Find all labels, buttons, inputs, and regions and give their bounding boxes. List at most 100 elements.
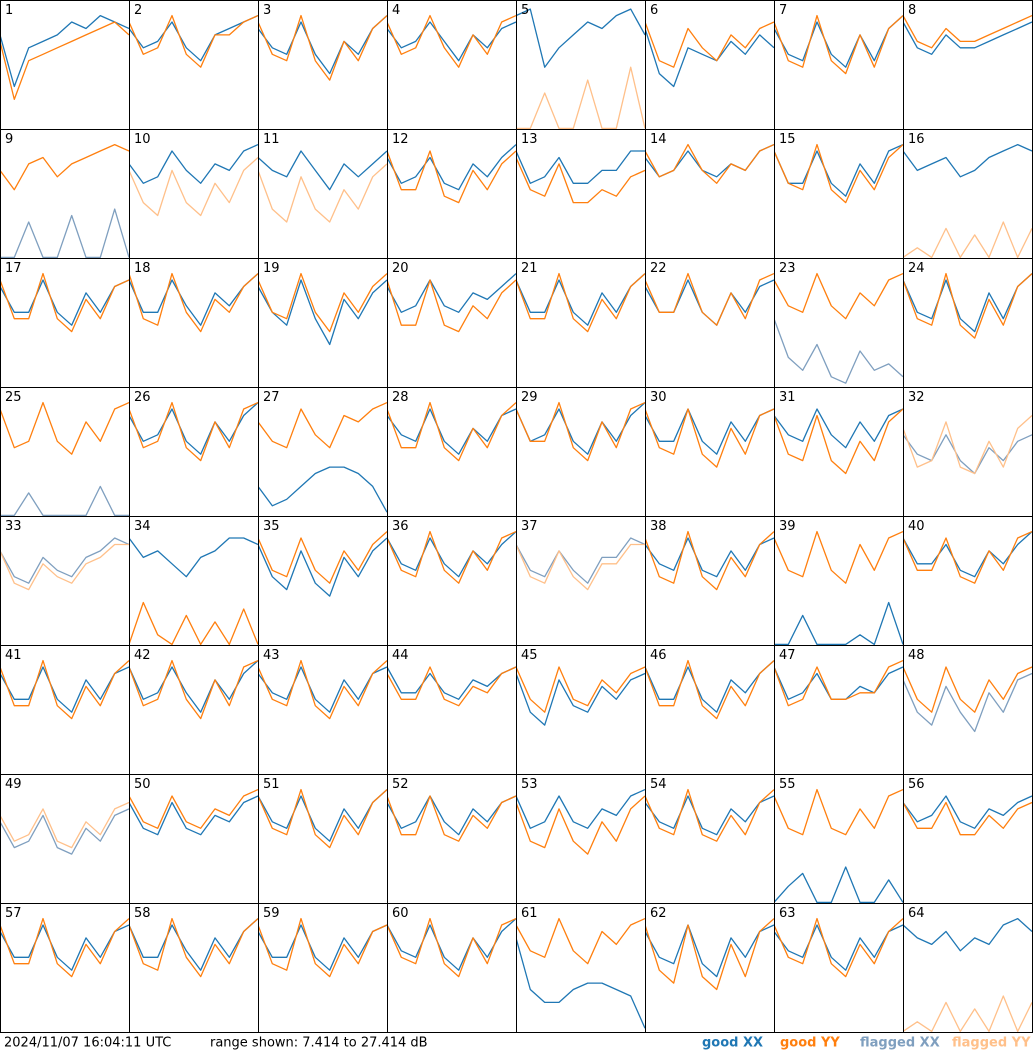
spectrum-line	[0, 21, 129, 101]
spectrum-line	[774, 143, 903, 204]
spectrum-line	[387, 279, 516, 333]
spectrum-line	[129, 157, 258, 217]
panel-number: 27	[263, 390, 280, 405]
panel-number: 2	[134, 3, 142, 18]
panel-number: 44	[392, 648, 409, 663]
spectrum-line	[258, 272, 387, 333]
panel-border	[129, 516, 259, 646]
panel-border	[903, 129, 1033, 259]
spectrum-line	[0, 14, 129, 88]
panel-number: 28	[392, 390, 409, 405]
panel-border	[774, 387, 904, 517]
spectrum-line	[645, 272, 774, 326]
spectrum-line	[516, 795, 645, 855]
panel-border	[516, 645, 646, 775]
panel-border	[0, 387, 130, 517]
spectrum-line	[0, 401, 129, 455]
spectrum-line	[129, 15, 258, 62]
spectrum-line	[645, 144, 774, 178]
panel-number: 52	[392, 777, 409, 792]
spectrum-line	[645, 408, 774, 455]
panel-border	[0, 645, 130, 775]
panel-number: 56	[908, 777, 925, 792]
legend-entry: good XX	[702, 1036, 763, 1051]
panel-number: 10	[134, 132, 151, 147]
panel-number: 64	[908, 906, 925, 921]
spectrum-line	[516, 917, 645, 965]
panel-number: 22	[650, 261, 667, 276]
panel-number: 8	[908, 3, 916, 18]
spectrum-line	[903, 801, 1032, 836]
panel-number: 16	[908, 132, 925, 147]
panel-number: 17	[5, 261, 22, 276]
panel-border	[774, 129, 904, 259]
spectrum-line	[774, 788, 903, 836]
panel-border	[258, 903, 388, 1033]
spectrum-line	[516, 937, 645, 1029]
panel-number: 31	[779, 390, 796, 405]
spectrum-line	[516, 789, 645, 829]
spectrum-line	[774, 660, 903, 707]
panel-border	[0, 516, 130, 646]
panel-number: 53	[521, 777, 538, 792]
panel-border	[129, 387, 259, 517]
spectrum-line	[0, 659, 129, 720]
spectrum-line	[774, 666, 903, 700]
spectrum-line	[903, 273, 1032, 333]
panel-number: 39	[779, 519, 796, 534]
spectrum-line	[387, 795, 516, 842]
spectrum-line	[903, 143, 1032, 178]
panel-number: 59	[263, 906, 280, 921]
spectrum-line	[258, 537, 387, 597]
panel-border	[903, 387, 1033, 517]
spectrum-line	[774, 924, 903, 971]
spectrum-line	[129, 273, 258, 326]
spectrum-line	[387, 531, 516, 578]
spectrum-line	[903, 415, 1032, 475]
panel-border	[258, 645, 388, 775]
spectrum-line	[516, 401, 645, 462]
legend-entry: flagged XX	[860, 1036, 940, 1051]
spectrum-line	[774, 408, 903, 475]
panel-number: 6	[650, 3, 658, 18]
spectrum-line	[0, 537, 129, 584]
spectrum-line	[903, 666, 1032, 713]
panel-border	[258, 387, 388, 517]
spectrum-line	[645, 660, 774, 713]
spectrum-line	[0, 543, 129, 591]
panel-border	[903, 0, 1033, 130]
spectrum-line	[774, 15, 903, 68]
spectrum-line	[387, 795, 516, 836]
panel-border	[774, 516, 904, 646]
spectrum-line	[516, 272, 645, 333]
spectrum-line	[0, 143, 129, 191]
panel-number: 41	[5, 648, 22, 663]
panel-number: 33	[5, 519, 22, 534]
spectrum-line	[258, 924, 387, 971]
panel-border	[774, 645, 904, 775]
panel-border	[645, 516, 775, 646]
spectrum-line	[516, 8, 645, 68]
spectrum-line	[774, 866, 903, 903]
panel-border	[387, 129, 517, 259]
panel-border	[387, 903, 517, 1033]
panel-number: 5	[521, 3, 529, 18]
spectrum-line	[258, 666, 387, 713]
spectrum-line	[645, 918, 774, 991]
spectrum-line	[516, 543, 645, 591]
range-label: range shown: 7.414 to 27.414 dB	[210, 1036, 428, 1051]
spectrum-line	[387, 530, 516, 584]
panel-border	[645, 129, 775, 259]
spectrum-line	[258, 402, 387, 449]
panel-number: 43	[263, 648, 280, 663]
panel-number: 57	[5, 906, 22, 921]
panel-border	[0, 258, 130, 388]
spectrum-line	[516, 66, 645, 129]
panel-border	[645, 903, 775, 1033]
spectrum-line	[387, 918, 516, 971]
spectrum-line	[129, 917, 258, 978]
spectrum-line	[516, 537, 645, 584]
spectrum-line	[774, 601, 903, 645]
spectrum-line	[516, 150, 645, 184]
panel-number: 21	[521, 261, 538, 276]
